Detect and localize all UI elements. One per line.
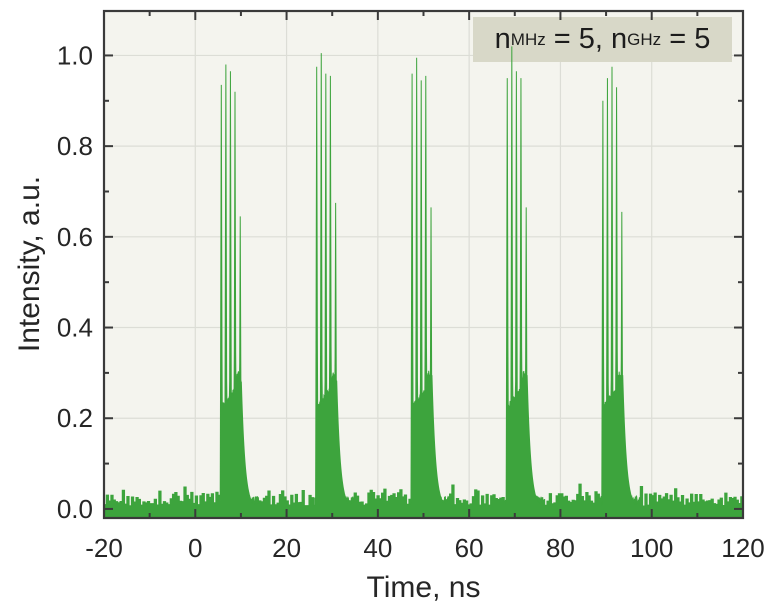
y-tick-label: 0.6: [57, 222, 93, 252]
legend-var2: n: [611, 23, 628, 55]
x-tick-label: -20: [85, 533, 123, 563]
axis-ticks: [103, 11, 744, 518]
legend-var1-value: = 5,: [545, 23, 612, 55]
y-axis-title: Intensity, a.u.: [13, 175, 46, 353]
y-tick-label: 0.0: [57, 494, 93, 524]
x-axis-title: Time, ns: [366, 571, 481, 604]
x-tick-label: 40: [363, 533, 392, 563]
x-tick-label: 100: [630, 533, 673, 563]
y-tick-label: 0.4: [57, 313, 93, 343]
intensity-series: [103, 46, 744, 519]
x-tick-label: 0: [188, 533, 202, 563]
intensity-area-path: [103, 46, 744, 519]
x-tick-label: 120: [721, 533, 764, 563]
x-tick-label: 80: [546, 533, 575, 563]
legend-annotation: n MHz = 5, n GHz = 5: [473, 17, 732, 62]
legend-box: [473, 17, 732, 62]
legend-var2-value: = 5: [661, 23, 711, 55]
y-tick-labels: 0.0 0.2 0.4 0.6 0.8 1.0: [57, 40, 93, 523]
x-tick-label: 20: [272, 533, 301, 563]
x-tick-label: 60: [455, 533, 484, 563]
x-tick-labels: -20 0 20 40 60 80 100 120: [85, 533, 764, 563]
y-tick-label: 0.2: [57, 403, 93, 433]
y-tick-label: 0.8: [57, 131, 93, 161]
legend-var1: n: [494, 23, 511, 55]
legend-var1-subscript: MHz: [510, 30, 546, 49]
legend-bg-rect: [473, 17, 732, 62]
legend-var2-subscript: GHz: [627, 30, 662, 49]
y-tick-label: 1.0: [57, 40, 93, 70]
